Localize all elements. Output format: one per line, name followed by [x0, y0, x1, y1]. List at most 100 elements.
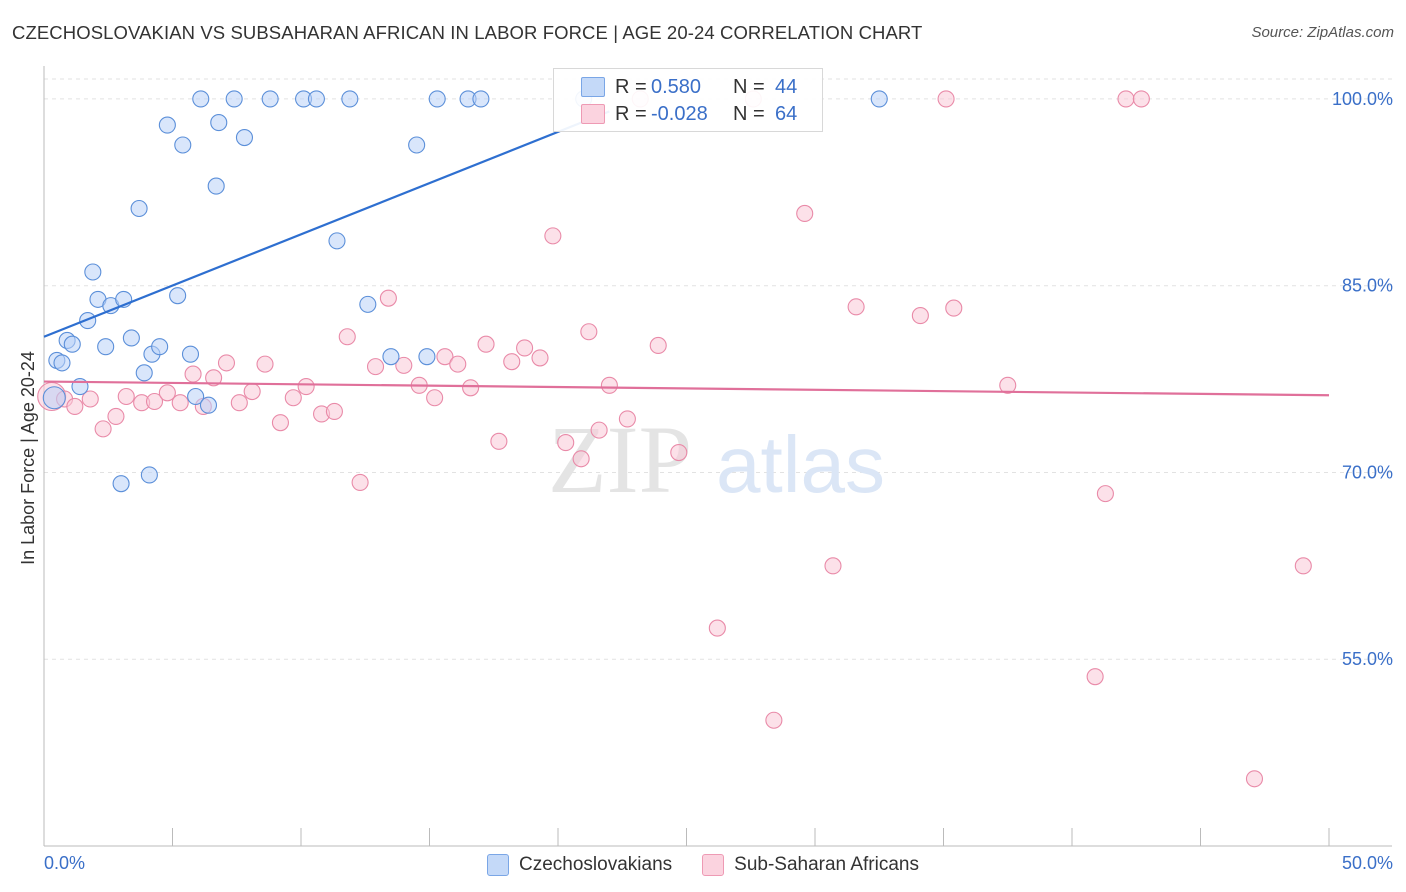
r-value: 0.580	[651, 75, 702, 98]
point-subsaharan-africans[interactable]	[557, 434, 575, 452]
point-subsaharan-africans[interactable]	[1086, 668, 1104, 686]
point-subsaharan-africans[interactable]	[171, 394, 189, 412]
point-subsaharan-africans[interactable]	[243, 382, 261, 401]
n-label: N =	[733, 75, 765, 98]
point-subsaharan-africans[interactable]	[531, 349, 549, 367]
y-tick-label: 100.0%	[1332, 89, 1393, 109]
point-czechoslovakians[interactable]	[181, 345, 200, 363]
point-czechoslovakians[interactable]	[158, 116, 176, 134]
point-subsaharan-africans[interactable]	[256, 355, 274, 373]
point-czechoslovakians[interactable]	[418, 348, 436, 366]
point-czechoslovakians[interactable]	[408, 136, 426, 154]
point-subsaharan-africans[interactable]	[379, 289, 397, 307]
point-czechoslovakians[interactable]	[174, 136, 192, 154]
point-czechoslovakians[interactable]	[328, 232, 346, 250]
point-subsaharan-africans[interactable]	[297, 377, 315, 396]
point-subsaharan-africans[interactable]	[670, 443, 688, 462]
point-subsaharan-africans[interactable]	[911, 307, 929, 325]
point-subsaharan-africans[interactable]	[230, 394, 248, 412]
point-subsaharan-africans[interactable]	[145, 392, 164, 411]
point-subsaharan-africans[interactable]	[544, 227, 562, 245]
point-subsaharan-africans[interactable]	[426, 389, 444, 407]
point-subsaharan-africans[interactable]	[796, 204, 814, 223]
point-subsaharan-africans[interactable]	[107, 407, 125, 425]
point-subsaharan-africans[interactable]	[824, 557, 842, 575]
point-subsaharan-africans[interactable]	[271, 414, 289, 432]
point-czechoslovakians[interactable]	[187, 387, 205, 406]
point-subsaharan-africans[interactable]	[284, 389, 302, 407]
point-subsaharan-africans[interactable]	[516, 339, 534, 357]
stats-legend: R = 0.580 N = 44 R = -0.028 N = 64	[553, 68, 823, 132]
point-czechoslovakians[interactable]	[261, 90, 279, 108]
point-subsaharan-africans[interactable]	[81, 390, 99, 408]
point-czechoslovakians[interactable]	[428, 90, 446, 108]
point-czechoslovakians[interactable]	[42, 386, 66, 410]
point-czechoslovakians[interactable]	[235, 128, 254, 147]
point-czechoslovakians[interactable]	[199, 396, 218, 414]
point-subsaharan-africans[interactable]	[937, 90, 955, 108]
point-czechoslovakians[interactable]	[225, 90, 243, 108]
point-czechoslovakians[interactable]	[97, 338, 115, 356]
point-czechoslovakians[interactable]	[870, 90, 888, 108]
n-value: 64	[775, 102, 798, 125]
point-czechoslovakians[interactable]	[84, 263, 102, 281]
point-czechoslovakians[interactable]	[472, 90, 490, 108]
point-subsaharan-africans[interactable]	[462, 379, 480, 397]
point-subsaharan-africans[interactable]	[999, 376, 1017, 394]
point-subsaharan-africans[interactable]	[590, 421, 608, 439]
point-subsaharan-africans[interactable]	[600, 376, 618, 394]
point-subsaharan-africans[interactable]	[325, 402, 343, 420]
point-subsaharan-africans[interactable]	[1117, 90, 1135, 108]
point-subsaharan-africans[interactable]	[580, 323, 598, 341]
point-subsaharan-africans[interactable]	[490, 432, 508, 450]
point-czechoslovakians[interactable]	[192, 90, 210, 108]
point-subsaharan-africans[interactable]	[503, 353, 521, 371]
point-czechoslovakians[interactable]	[140, 466, 158, 484]
data-points	[37, 90, 1312, 788]
point-subsaharan-africans[interactable]	[945, 299, 963, 317]
point-subsaharan-africans[interactable]	[477, 335, 495, 353]
point-czechoslovakians[interactable]	[122, 329, 140, 347]
legend-item-czechoslovakians[interactable]: Czechoslovakians	[487, 854, 672, 876]
point-subsaharan-africans[interactable]	[1294, 557, 1312, 575]
point-subsaharan-africans[interactable]	[205, 369, 223, 387]
point-czechoslovakians[interactable]	[341, 90, 359, 108]
point-czechoslovakians[interactable]	[169, 287, 187, 305]
point-subsaharan-africans[interactable]	[94, 420, 112, 438]
point-czechoslovakians[interactable]	[382, 348, 400, 366]
point-czechoslovakians[interactable]	[63, 335, 81, 353]
point-subsaharan-africans[interactable]	[618, 410, 636, 428]
watermark: ZIP atlas	[548, 406, 885, 513]
point-subsaharan-africans[interactable]	[184, 365, 202, 383]
point-czechoslovakians[interactable]	[151, 338, 169, 356]
point-subsaharan-africans[interactable]	[351, 473, 369, 491]
point-subsaharan-africans[interactable]	[436, 348, 454, 366]
point-subsaharan-africans[interactable]	[66, 397, 84, 416]
point-subsaharan-africans[interactable]	[708, 619, 726, 637]
point-czechoslovakians[interactable]	[207, 177, 225, 195]
point-subsaharan-africans[interactable]	[117, 387, 135, 406]
point-subsaharan-africans[interactable]	[847, 298, 865, 316]
point-subsaharan-africans[interactable]	[1245, 770, 1264, 788]
point-czechoslovakians[interactable]	[130, 199, 148, 218]
point-czechoslovakians[interactable]	[112, 475, 130, 493]
point-subsaharan-africans[interactable]	[1096, 485, 1114, 503]
legend-item-subsaharan-africans[interactable]: Sub-Saharan Africans	[702, 854, 919, 876]
point-subsaharan-africans[interactable]	[395, 356, 413, 374]
point-subsaharan-africans[interactable]	[649, 336, 667, 355]
point-subsaharan-africans[interactable]	[765, 711, 783, 729]
point-subsaharan-africans[interactable]	[217, 354, 236, 372]
point-czechoslovakians[interactable]	[53, 354, 71, 372]
point-subsaharan-africans[interactable]	[449, 355, 467, 373]
y-tick-label: 85.0%	[1342, 276, 1393, 296]
point-subsaharan-africans[interactable]	[338, 328, 356, 346]
r-label: R =	[615, 75, 647, 98]
point-czechoslovakians[interactable]	[359, 295, 377, 313]
point-subsaharan-africans[interactable]	[572, 450, 590, 468]
point-czechoslovakians[interactable]	[135, 364, 153, 382]
point-subsaharan-africans[interactable]	[158, 384, 176, 402]
point-subsaharan-africans[interactable]	[366, 358, 385, 376]
point-czechoslovakians[interactable]	[307, 90, 325, 108]
point-czechoslovakians[interactable]	[210, 114, 228, 132]
point-subsaharan-africans[interactable]	[1132, 90, 1150, 108]
